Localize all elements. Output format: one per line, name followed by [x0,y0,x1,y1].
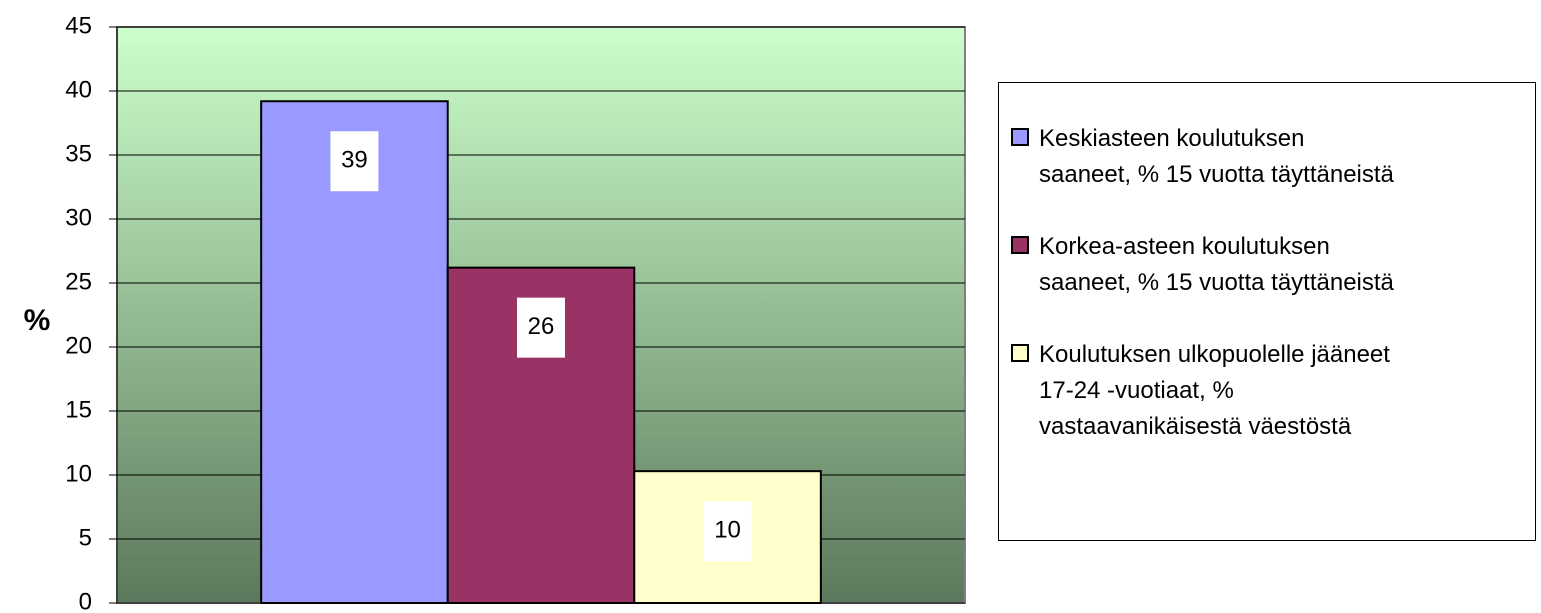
legend-swatch [1011,128,1029,146]
legend-label: Koulutuksen ulkopuolelle jääneet 17-24 -… [1039,341,1390,440]
legend-swatch [1011,344,1029,362]
y-tick-label: 25 [65,268,92,295]
y-axis-label: % [24,304,51,337]
legend: Keskiasteen koulutuksen saaneet, % 15 vu… [998,82,1536,541]
y-tick-label: 5 [79,524,92,551]
y-tick-label: 30 [65,204,92,231]
data-label: 26 [528,313,555,340]
y-tick-label: 10 [65,460,92,487]
y-tick-label: 40 [65,76,92,103]
legend-swatch [1011,236,1029,254]
legend-item: Koulutuksen ulkopuolelle jääneet 17-24 -… [1011,337,1535,445]
y-tick-label: 15 [65,396,92,423]
data-label-bg [517,297,565,358]
legend-label: Korkea-asteen koulutuksen saaneet, % 15 … [1039,233,1394,296]
y-tick-label: 20 [65,332,92,359]
y-tick-label: 0 [79,588,92,613]
legend-item: Keskiasteen koulutuksen saaneet, % 15 vu… [1011,121,1535,193]
y-tick-label: 45 [65,12,92,39]
data-label-bg [703,501,752,562]
legend-label: Keskiasteen koulutuksen saaneet, % 15 vu… [1039,125,1394,188]
data-label: 39 [341,147,368,174]
y-tick-label: 35 [65,140,92,167]
data-label-bg [330,131,379,192]
legend-item: Korkea-asteen koulutuksen saaneet, % 15 … [1011,229,1535,301]
data-label: 10 [714,517,741,544]
